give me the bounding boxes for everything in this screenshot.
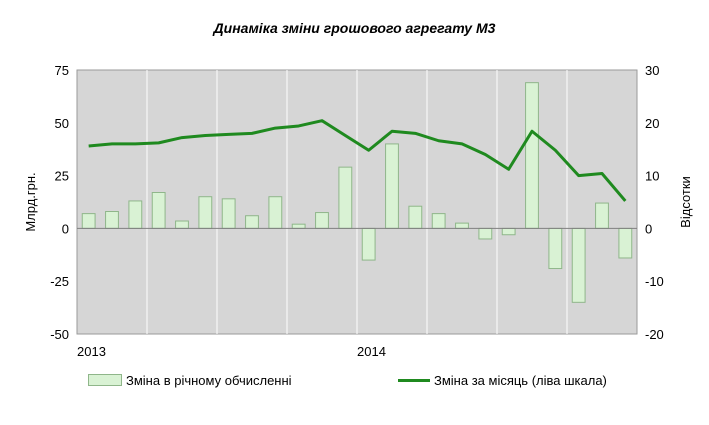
legend-line-swatch — [398, 378, 430, 382]
bar — [618, 227, 633, 259]
right-tick-label: 30 — [645, 63, 659, 78]
bar — [408, 205, 423, 229]
x-tick-label: 2013 — [77, 344, 106, 359]
right-axis-title: Відсотки — [678, 176, 693, 228]
bar — [151, 192, 166, 229]
bar — [81, 213, 96, 229]
bar — [385, 143, 399, 229]
bar — [315, 212, 329, 229]
legend-bar-swatch — [88, 374, 122, 386]
left-tick-label: 0 — [62, 221, 69, 236]
bar — [198, 196, 213, 229]
bar — [291, 223, 306, 229]
left-tick-label: 75 — [55, 63, 69, 78]
bar — [595, 202, 609, 229]
legend-bar: Зміна в річному обчисленні — [88, 370, 292, 390]
bar — [361, 227, 376, 261]
chart-title: Динаміка зміни грошового агрегату М3 — [213, 20, 496, 36]
bar — [338, 166, 353, 229]
left-axis-title: Млрд.грн. — [23, 172, 38, 231]
right-tick-label: 20 — [645, 116, 659, 131]
bar — [501, 227, 516, 236]
left-tick-label: 25 — [55, 169, 69, 184]
bar — [571, 227, 586, 303]
left-tick-label: -25 — [50, 274, 69, 289]
bar — [455, 222, 469, 229]
bar — [525, 82, 539, 229]
bar — [105, 211, 119, 229]
right-tick-label: 10 — [645, 169, 659, 184]
line-series — [88, 119, 627, 202]
left-tick-label: 50 — [55, 116, 69, 131]
right-tick-label: -10 — [645, 274, 664, 289]
bar — [548, 227, 563, 270]
legend-line-label: Зміна за місяць (ліва шкала) — [434, 372, 607, 388]
right-tick-label: 0 — [645, 221, 652, 236]
bar — [175, 220, 189, 229]
bar — [478, 227, 493, 240]
bar — [431, 213, 446, 229]
x-tick-label: 2014 — [357, 344, 386, 359]
bar — [268, 196, 283, 229]
bar — [128, 200, 143, 229]
right-tick-label: -20 — [645, 327, 664, 342]
left-tick-label: -50 — [50, 327, 69, 342]
legend-line: Зміна за місяць (ліва шкала) — [398, 370, 607, 390]
legend-bar-label: Зміна в річному обчисленні — [126, 372, 292, 388]
bar — [245, 215, 259, 229]
bar — [221, 198, 236, 229]
